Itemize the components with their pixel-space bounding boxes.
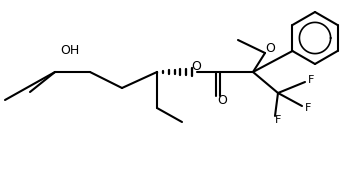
Text: F: F [275,115,281,125]
Text: O: O [217,94,227,107]
Text: F: F [305,103,311,113]
Text: O: O [265,43,275,56]
Text: F: F [308,75,314,85]
Text: OH: OH [60,43,79,57]
Text: O: O [191,61,201,74]
